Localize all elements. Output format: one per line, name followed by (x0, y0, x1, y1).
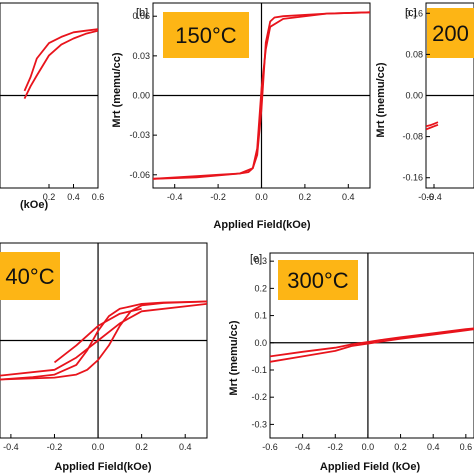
x-tick-label: -0.4 (3, 442, 19, 452)
y-tick-label: -0.16 (402, 173, 423, 183)
x-tick-label: 0.2 (299, 192, 312, 202)
y-tick-label: 0.16 (405, 8, 423, 18)
x-axis-label: Applied Field(kOe) (213, 219, 311, 231)
panel-label: [b] (136, 7, 148, 19)
y-tick-label: 0.3 (254, 256, 267, 266)
y-tick-label: -0.06 (129, 170, 150, 180)
series-line-1 (23, 28, 98, 92)
series-line-4 (53, 307, 142, 364)
y-tick-label: -0.1 (251, 365, 267, 375)
x-tick-label: -0.2 (328, 442, 344, 452)
y-tick-label: 0.08 (405, 49, 423, 59)
panel-label: [c] (405, 7, 417, 19)
y-tick-label: 0.06 (132, 11, 150, 21)
series-group (270, 327, 474, 363)
x-tick-label: 0.0 (92, 442, 105, 452)
y-tick-label: -0.03 (129, 130, 150, 140)
x-tick-label: 0.0 (362, 442, 375, 452)
y-tick-label: 0.0 (254, 338, 267, 348)
series-group (0, 300, 207, 381)
chart-panel-4: 40°C -0.4 -0.2 0.0 0.2 0.4 Applied Field(kOe) (0, 242, 208, 473)
x-axis-label: Applied Field (kOe) (320, 461, 421, 473)
x-tick-label: -0.6 (262, 442, 278, 452)
series-group (23, 28, 98, 99)
x-tick-label: 0.2 (43, 192, 56, 202)
x-tick-label: 0.6 (460, 442, 473, 452)
series-line-1 (426, 121, 439, 128)
x-tick-label: -0.2 (47, 442, 63, 452)
x-tick-label: 0.2 (394, 442, 407, 452)
x-tick-label: -0.4 (167, 192, 183, 202)
series-line-2 (153, 11, 370, 180)
x-tick-label: -0.4 (295, 442, 311, 452)
temperature-label: 40°C (5, 264, 54, 289)
chart-panel-2: 150°C -0.4 -0.2 0.0 0.2 0.4 0.06 0.03 0.00 -0.03 -… (111, 2, 371, 231)
series-line-3 (0, 303, 207, 377)
temperature-badge (0, 252, 60, 300)
y-tick-label: -0.08 (402, 132, 423, 142)
y-axis-label: Mrt (memu/cc) (111, 52, 123, 128)
series-group (153, 11, 370, 180)
series-group (426, 121, 439, 131)
x-tick-label: 0.4 (427, 442, 440, 452)
x-axis-label: (kOe) (20, 199, 48, 211)
x-tick-label: 0.6 (92, 192, 105, 202)
x-tick-label: -0.2 (210, 192, 226, 202)
chart-panel-3: 200 -0.6-0.4 0.16 0.08 0.00 -0.08 -0.16 Mrt (me… (375, 2, 474, 202)
y-tick-label: 0.1 (254, 311, 267, 321)
series-line-2 (0, 300, 207, 381)
panel-label: [e] (250, 253, 262, 265)
series-line-2 (23, 29, 98, 99)
x-tick-label: 0.4 (67, 192, 80, 202)
y-tick-label: 0.00 (405, 91, 423, 101)
x-tick-label: -0.4 (426, 192, 442, 202)
y-tick-label: -0.2 (251, 392, 267, 402)
y-axis-label: Mrt (memu/cc) (375, 62, 387, 138)
temperature-badge (427, 8, 474, 58)
y-tick-label: 0.00 (132, 91, 150, 101)
x-axis-label: Applied Field(kOe) (54, 461, 152, 473)
x-tick-label: 0.4 (342, 192, 355, 202)
x-tick-label: -0.6 (418, 192, 434, 202)
x-tick-label: 0.2 (135, 442, 148, 452)
chart-panel-1: 0.2 0.4 0.6 (kOe) (0, 2, 105, 211)
series-line-1 (270, 327, 474, 358)
y-tick-label: 0.2 (254, 283, 267, 293)
chart-panel-5: 300°C -0.6 -0.4 -0.2 0.0 0.2 0.4 0.6 0.3 0.2 0.1 0.… (228, 252, 474, 473)
plot-frame (269, 252, 474, 439)
temperature-badge (163, 12, 249, 58)
x-tick-label: 0.4 (179, 442, 192, 452)
x-tick-label: 0.0 (255, 192, 268, 202)
y-tick-label: -0.3 (251, 419, 267, 429)
temperature-label: 300°C (287, 268, 349, 293)
y-axis-label: Mrt (memu/cc) (228, 320, 240, 396)
series-line-2 (270, 328, 474, 363)
y-tick-label: 0.03 (132, 51, 150, 61)
temperature-badge (278, 260, 358, 300)
series-line-2 (426, 123, 439, 131)
temperature-label: 200 (432, 21, 469, 46)
temperature-label: 150°C (175, 23, 237, 48)
